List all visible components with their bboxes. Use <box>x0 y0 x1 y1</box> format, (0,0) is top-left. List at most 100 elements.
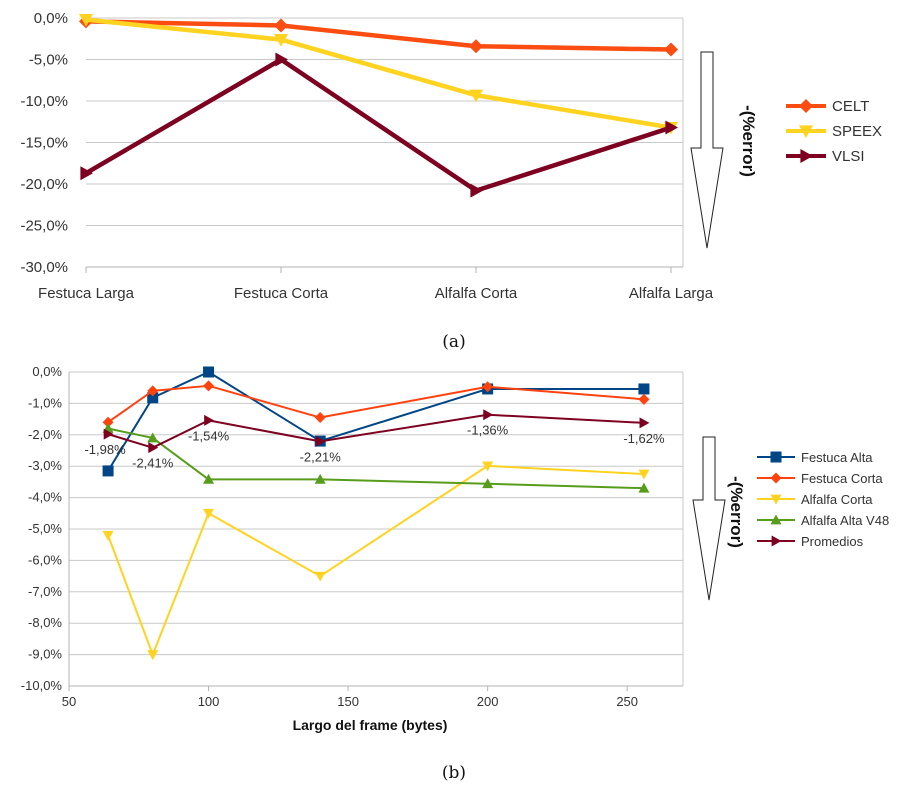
data-label-promedios: -1,36% <box>467 423 509 438</box>
series-line-vlsi <box>84 57 672 193</box>
x-tick-label-b: 50 <box>62 694 76 709</box>
legend-swatch-marker <box>770 514 782 525</box>
legend-swatch-marker <box>799 125 813 138</box>
data-point-promedios <box>483 409 494 421</box>
x-tick-label-b: 150 <box>337 694 359 709</box>
y-tick-label-b: -9,0% <box>28 647 62 662</box>
data-point-promedios <box>639 417 650 429</box>
legend-label: Promedios <box>801 534 864 549</box>
legend-item-speex: SPEEX <box>786 123 882 140</box>
y-tick-label-b: -4,0% <box>28 490 62 505</box>
data-point-promedios <box>103 428 114 440</box>
down-arrow-a <box>690 51 724 249</box>
data-point-alfalfa-alta-v48 <box>482 478 494 489</box>
legend-swatch-marker <box>800 149 813 163</box>
chart-b: 0,0% -1,0% -2,0% -3,0% -4,0% -5,0% -6,0% -7,0% -… <box>21 364 889 783</box>
x-tick-label-a: Alfalfa Corta <box>435 285 518 302</box>
legend-item-alfalfa-corta: Alfalfa Corta <box>757 492 873 507</box>
legend-label: CELT <box>832 98 869 115</box>
data-point-festuca-corta <box>203 380 215 392</box>
x-axis-title-b: Largo del frame (bytes) <box>293 717 448 733</box>
y-tick-label-b: -2,0% <box>28 427 62 442</box>
legend-label: Alfalfa Alta V48 <box>801 513 889 528</box>
data-point-festuca-alta <box>102 465 114 477</box>
data-point-alfalfa-corta <box>203 508 215 519</box>
legend-item-festuca-corta: Festuca Corta <box>757 471 883 486</box>
y-tick-label-b: -6,0% <box>28 552 62 567</box>
data-point-speex <box>79 14 93 27</box>
y-tick-label-a: -15,0% <box>20 135 68 152</box>
data-point-promedios <box>148 442 159 454</box>
legend-label: Festuca Alta <box>801 450 873 465</box>
chart-a: 0,0% -5,0% -10,0% -15,0% -20,0% -25,0% -30,0% F… <box>20 10 882 352</box>
data-point-alfalfa-corta <box>482 461 494 472</box>
data-point-speex <box>469 89 483 103</box>
data-point-promedios <box>315 435 326 447</box>
series-festuca-corta <box>102 380 650 428</box>
data-point-alfalfa-corta <box>314 571 326 582</box>
caption-a: (a) <box>442 332 465 352</box>
data-point-festuca-corta <box>314 412 326 424</box>
y-tick-label-a: -20,0% <box>20 176 68 193</box>
x-tick-label-a: Festuca Larga <box>38 285 135 302</box>
data-point-alfalfa-alta-v48 <box>314 473 326 484</box>
legend-item-celt: CELT <box>786 98 869 115</box>
y-tick-label-a: -25,0% <box>20 218 68 235</box>
series-alfalfa-alta-v48 <box>102 423 650 493</box>
error-annotation-b: -(%error) <box>727 476 746 548</box>
data-point-alfalfa-alta-v48 <box>638 482 650 493</box>
legend-swatch-marker <box>771 535 782 547</box>
series-speex <box>79 14 678 135</box>
y-tick-label-b: -10,0% <box>21 678 63 693</box>
legend-label: Festuca Corta <box>801 471 883 486</box>
x-tick-label-b: 250 <box>616 694 638 709</box>
x-tick-label-b: 100 <box>198 694 220 709</box>
x-tick-label-a: Festuca Corta <box>234 285 329 302</box>
y-tick-label-b: -7,0% <box>28 584 62 599</box>
data-point-festuca-corta <box>482 381 494 393</box>
data-label-promedios: -1,62% <box>623 431 665 446</box>
data-point-vlsi <box>275 52 288 67</box>
series-line-speex <box>85 17 672 130</box>
data-point-vlsi <box>470 183 483 198</box>
data-label-promedios: -1,98% <box>84 442 126 457</box>
series-line-alfalfa-corta <box>107 464 644 656</box>
data-point-festuca-alta <box>638 383 650 395</box>
data-point-celt <box>274 18 288 33</box>
data-label-promedios: -1,54% <box>188 428 230 443</box>
y-tick-label-a: -5,0% <box>29 52 68 69</box>
series-line-festuca-corta <box>107 384 645 424</box>
series-promedios <box>103 409 650 454</box>
legend-swatch-marker <box>799 99 813 113</box>
series-vlsi <box>80 52 678 198</box>
legend-swatch-marker <box>770 451 782 463</box>
data-point-celt <box>469 39 483 54</box>
y-tick-label-a: -30,0% <box>20 259 68 276</box>
series-celt <box>79 14 678 57</box>
data-point-alfalfa-corta <box>147 650 159 661</box>
y-tick-label-b: -3,0% <box>28 458 62 473</box>
down-arrow-b <box>692 436 726 601</box>
y-tick-label-b: -8,0% <box>28 615 62 630</box>
legend-item-festuca-alta: Festuca Alta <box>757 450 873 465</box>
caption-b: (b) <box>442 763 466 783</box>
y-tick-label-b: -5,0% <box>28 521 62 536</box>
data-point-festuca-alta <box>147 392 159 404</box>
x-tick-label-b: 200 <box>477 694 499 709</box>
x-tick-label-a: Alfalfa Larga <box>629 285 714 302</box>
data-point-alfalfa-corta <box>638 469 650 480</box>
data-point-alfalfa-alta-v48 <box>147 432 159 443</box>
legend-label: VLSI <box>832 148 865 165</box>
y-tick-label-b: -1,0% <box>28 395 62 410</box>
data-point-festuca-corta <box>102 416 114 428</box>
data-point-celt <box>664 42 678 57</box>
legend-swatch-marker <box>770 472 782 484</box>
legend-item-promedios: Promedios <box>757 534 864 549</box>
data-point-vlsi <box>80 166 93 181</box>
data-point-festuca-corta <box>638 393 650 405</box>
data-label-promedios: -2,41% <box>132 456 174 471</box>
series-alfalfa-corta <box>102 461 650 661</box>
data-point-vlsi <box>665 120 678 135</box>
legend-label: Alfalfa Corta <box>801 492 873 507</box>
